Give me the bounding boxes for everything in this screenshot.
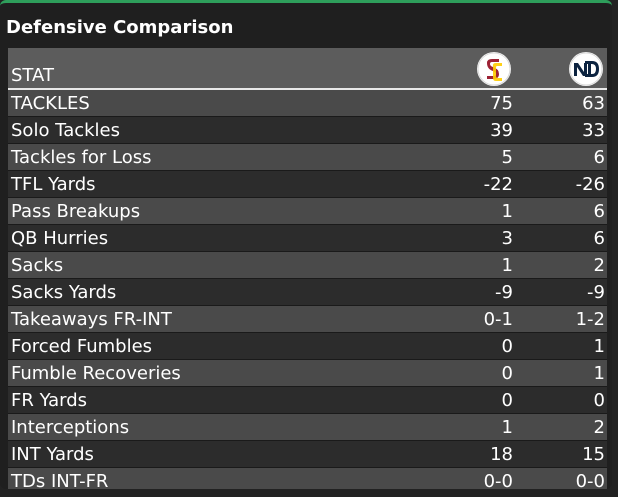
stat-name: Fumble Recoveries bbox=[11, 363, 181, 384]
stat-name: Solo Tackles bbox=[11, 120, 120, 141]
usc-logo-icon bbox=[477, 52, 511, 86]
table-row: Sacks 1 2 bbox=[8, 252, 607, 279]
table-row: INT Yards 18 15 bbox=[8, 441, 607, 468]
table-row: Fumble Recoveries 0 1 bbox=[8, 360, 607, 387]
stat-name: Pass Breakups bbox=[11, 201, 141, 222]
nd-value: 6 bbox=[593, 228, 605, 249]
stat-name: TFL Yards bbox=[11, 174, 96, 195]
nd-value: 6 bbox=[593, 201, 605, 222]
usc-value: 0-1 bbox=[483, 309, 513, 330]
usc-value: 1 bbox=[501, 417, 513, 438]
nd-value: 6 bbox=[593, 147, 605, 168]
nd-value: 2 bbox=[593, 417, 605, 438]
table-row: QB Hurries 3 6 bbox=[8, 225, 607, 252]
table-row: Tackles for Loss 5 6 bbox=[8, 144, 607, 171]
panel-title: Defensive Comparison bbox=[6, 17, 234, 38]
usc-value: 0 bbox=[501, 336, 513, 357]
stat-name: Sacks bbox=[11, 255, 64, 276]
nd-value: 0-0 bbox=[575, 471, 605, 489]
stat-name: QB Hurries bbox=[11, 228, 109, 249]
usc-value: 0-0 bbox=[483, 471, 513, 489]
nd-value: 33 bbox=[582, 120, 605, 141]
stat-name: Interceptions bbox=[11, 417, 130, 438]
stat-name: TACKLES bbox=[11, 93, 90, 114]
table-row: TACKLES 75 63 bbox=[8, 90, 607, 117]
table-row: Takeaways FR-INT 0-1 1-2 bbox=[8, 306, 607, 333]
stat-name: FR Yards bbox=[11, 390, 88, 411]
stats-table: STAT TACKLES 75 63 Solo bbox=[8, 48, 607, 489]
stat-name: Takeaways FR-INT bbox=[11, 309, 172, 330]
nd-value: 1 bbox=[593, 363, 605, 384]
nd-value: 1-2 bbox=[575, 309, 605, 330]
table-row: FR Yards 0 0 bbox=[8, 387, 607, 414]
table-row: Solo Tackles 39 33 bbox=[8, 117, 607, 144]
table-row: Pass Breakups 1 6 bbox=[8, 198, 607, 225]
stat-name: TDs INT-FR bbox=[11, 471, 109, 489]
table-row: TFL Yards -22 -26 bbox=[8, 171, 607, 198]
usc-value: 1 bbox=[501, 255, 513, 276]
usc-value: 39 bbox=[490, 120, 513, 141]
stat-name: Sacks Yards bbox=[11, 282, 117, 303]
usc-value: -9 bbox=[495, 282, 513, 303]
nd-value: 1 bbox=[593, 336, 605, 357]
table-row: Interceptions 1 2 bbox=[8, 414, 607, 441]
stat-name: Forced Fumbles bbox=[11, 336, 153, 357]
usc-value: -22 bbox=[483, 174, 513, 195]
nd-value: 0 bbox=[593, 390, 605, 411]
stat-name: INT Yards bbox=[11, 444, 94, 465]
table-header: STAT bbox=[8, 48, 607, 90]
stat-name: Tackles for Loss bbox=[11, 147, 152, 168]
table-row: TDs INT-FR 0-0 0-0 bbox=[8, 468, 607, 489]
nd-value: 63 bbox=[582, 93, 605, 114]
usc-value: 3 bbox=[501, 228, 513, 249]
stat-column-header: STAT bbox=[11, 65, 54, 86]
usc-value: 0 bbox=[501, 390, 513, 411]
usc-value: 5 bbox=[501, 147, 513, 168]
usc-value: 18 bbox=[490, 444, 513, 465]
defensive-comparison-panel: Defensive Comparison STAT TACKLES bbox=[0, 0, 612, 489]
nd-value: 2 bbox=[593, 255, 605, 276]
usc-value: 1 bbox=[501, 201, 513, 222]
table-row: Sacks Yards -9 -9 bbox=[8, 279, 607, 306]
nd-value: -26 bbox=[575, 174, 605, 195]
usc-value: 0 bbox=[501, 363, 513, 384]
notre-dame-logo-icon bbox=[569, 52, 603, 86]
nd-value: -9 bbox=[587, 282, 605, 303]
table-row: Forced Fumbles 0 1 bbox=[8, 333, 607, 360]
nd-value: 15 bbox=[582, 444, 605, 465]
usc-value: 75 bbox=[490, 93, 513, 114]
